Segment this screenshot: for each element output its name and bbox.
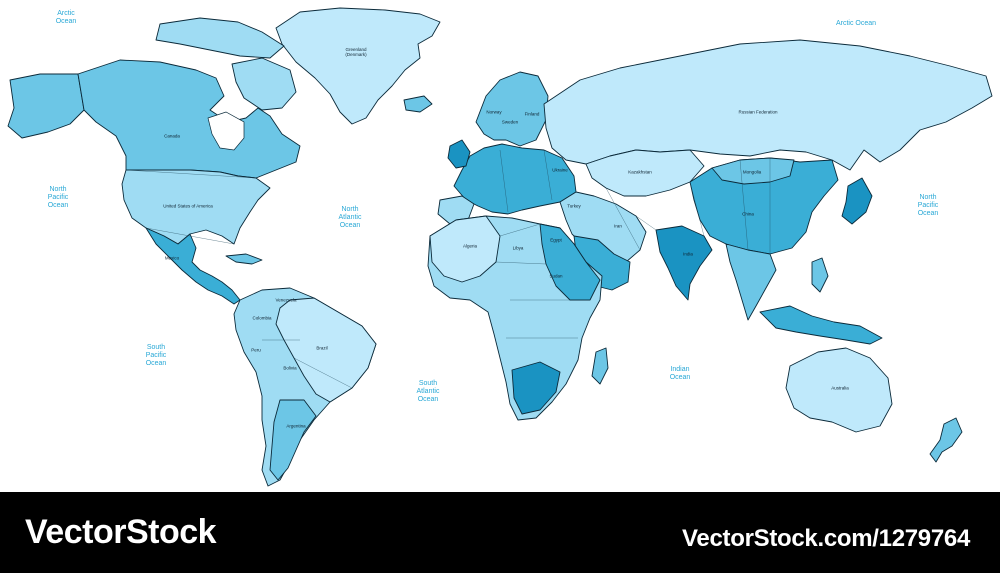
ocean-label-north-pacific-west: North Pacific Ocean	[47, 186, 69, 209]
country-label-sweden: Sweden	[501, 119, 519, 125]
country-label-finland: Finland	[524, 111, 540, 117]
image-id-text: VectorStock.com/1279764	[682, 525, 970, 552]
iceland-shape	[403, 95, 433, 113]
southeast-asia-shape	[725, 243, 777, 321]
uk-shape	[447, 139, 471, 169]
europe-shape	[453, 143, 577, 215]
hudson-bay-shape	[207, 111, 245, 151]
country-label-mongolia: Mongolia	[742, 169, 762, 175]
country-label-mexico: Mexico	[164, 255, 180, 261]
country-label-egypt: Egypt	[550, 237, 562, 243]
map-area: Arctic Ocean Arctic Ocean North Pacific …	[7, 7, 993, 487]
country-label-kazakhstan: Kazakhstan	[628, 169, 652, 175]
ocean-label-arctic-east: Arctic Ocean	[835, 20, 877, 27]
country-label-russia: Russian Federation	[738, 109, 778, 115]
country-label-colombia: Colombia	[252, 315, 272, 321]
country-borders	[125, 149, 771, 389]
country-label-bolivia: Bolivia	[283, 365, 297, 371]
philippines-shape	[811, 257, 829, 293]
brazil-shape	[275, 297, 377, 403]
ocean-label-south-pacific: South Pacific Ocean	[145, 344, 167, 367]
africa-south-shape	[511, 361, 561, 415]
baffin-shape	[231, 57, 297, 111]
greenland-shape	[275, 7, 441, 125]
canada-shape	[77, 59, 301, 179]
ocean-label-indian: Indian Ocean	[669, 366, 691, 381]
indonesia-shape	[759, 305, 883, 345]
argentina-shape	[269, 399, 317, 481]
australia-shape	[785, 347, 893, 433]
country-label-libya: Libya	[512, 245, 524, 251]
mongolia-shape	[711, 157, 795, 185]
alaska-shape	[7, 73, 85, 139]
country-label-china: China	[742, 211, 754, 217]
caribbean-shape	[225, 253, 263, 265]
madagascar-shape	[591, 347, 609, 385]
country-label-norway: Norway	[486, 109, 502, 115]
brand-logo-text: VectorStock	[25, 513, 217, 551]
country-label-canada: Canada	[164, 133, 180, 139]
country-label-algeria: Algeria	[462, 243, 478, 249]
country-label-venezuela: Venezuela	[275, 297, 297, 303]
country-label-sudan: Sudan	[549, 273, 563, 279]
new-zealand-shape	[929, 417, 963, 463]
ocean-label-south-atlantic: South Atlantic Ocean	[416, 380, 440, 403]
india-shape	[655, 225, 713, 301]
world-map-svg	[7, 7, 993, 487]
country-label-india: India	[683, 251, 693, 257]
country-label-peru: Peru	[251, 347, 261, 353]
arctic-islands-shape	[155, 17, 285, 59]
africa-west-shape	[429, 215, 501, 283]
country-label-australia: Australia	[831, 385, 849, 391]
country-label-ukraine: Ukraine	[552, 167, 568, 173]
ocean-label-arctic-west: Arctic Ocean	[55, 10, 77, 25]
ocean-label-north-atlantic: North Atlantic Ocean	[338, 206, 362, 229]
country-label-argentina: Argentina	[286, 423, 306, 429]
russia-shape	[543, 39, 993, 171]
country-label-greenland: Greenland (Denmark)	[345, 47, 367, 57]
country-label-usa: United States of America	[163, 203, 213, 209]
country-label-turkey: Turkey	[567, 203, 581, 209]
country-label-brazil: Brazil	[316, 345, 328, 351]
japan-shape	[841, 177, 873, 225]
ocean-label-north-pacific-east: North Pacific Ocean	[917, 194, 939, 217]
country-label-iran: Iran	[614, 223, 622, 229]
mexico-shape	[145, 227, 241, 305]
watermark-bar: VectorStock VectorStock.com/1279764	[0, 492, 1000, 573]
